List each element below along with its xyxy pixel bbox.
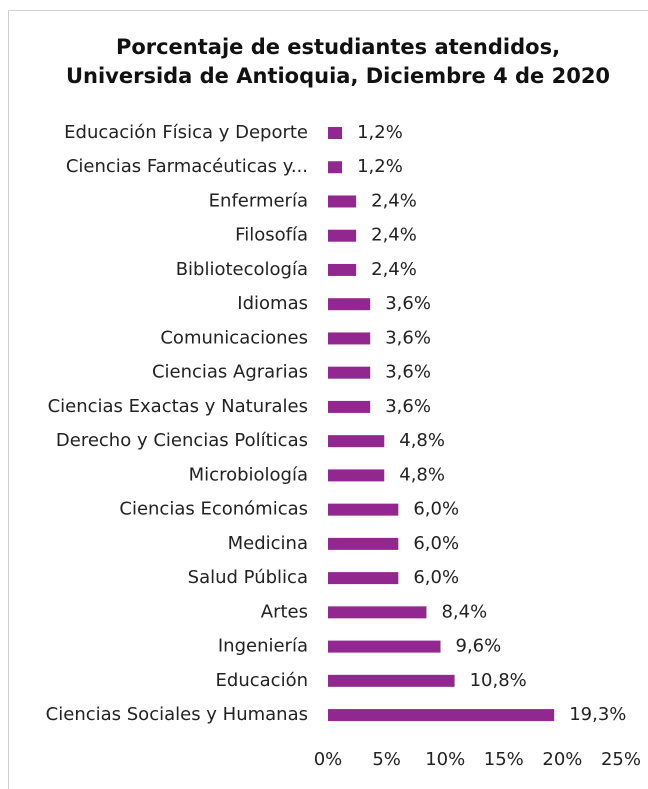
- x-tick-label: 25%: [601, 749, 641, 770]
- y-tick-label: Microbiología: [189, 464, 308, 485]
- bar: [328, 503, 399, 516]
- chart-title: Porcentaje de estudiantes atendidos,: [116, 35, 560, 59]
- y-tick-label: Enfermería: [209, 190, 308, 211]
- x-tick-label: 10%: [425, 749, 465, 770]
- bar: [328, 469, 385, 482]
- bar: [328, 435, 385, 448]
- bar: [328, 298, 371, 311]
- bar: [328, 606, 427, 619]
- y-tick-label: Medicina: [228, 533, 308, 554]
- y-tick-label: Educación: [216, 670, 308, 691]
- data-label: 2,4%: [371, 225, 417, 246]
- data-label: 6,0%: [413, 499, 459, 520]
- data-label: 1,2%: [357, 156, 403, 177]
- y-tick-label: Ciencias Agrarias: [152, 362, 308, 383]
- y-tick-label: Salud Pública: [188, 567, 308, 588]
- bar: [328, 195, 357, 208]
- y-tick-label: Ciencias Farmacéuticas y...: [66, 156, 308, 177]
- data-label: 6,0%: [413, 567, 459, 588]
- y-tick-label: Comunicaciones: [160, 327, 308, 348]
- data-label: 4,8%: [399, 430, 445, 451]
- bar: [328, 709, 555, 722]
- y-tick-label: Educación Física y Deporte: [64, 122, 308, 143]
- x-tick-label: 15%: [484, 749, 524, 770]
- bar: [328, 332, 371, 345]
- data-label: 2,4%: [371, 190, 417, 211]
- data-label: 3,6%: [385, 396, 431, 417]
- bar: [328, 229, 357, 242]
- x-tick-label: 5%: [372, 749, 401, 770]
- y-tick-label: Derecho y Ciencias Políticas: [56, 430, 308, 451]
- data-label: 9,6%: [456, 636, 502, 657]
- y-tick-label: Ciencias Sociales y Humanas: [46, 704, 308, 725]
- bar: [328, 537, 399, 550]
- x-tick-label: 20%: [542, 749, 582, 770]
- y-tick-label: Filosofía: [235, 225, 308, 246]
- bar: [328, 674, 455, 687]
- data-label: 1,2%: [357, 122, 403, 143]
- y-tick-label: Ciencias Exactas y Naturales: [48, 396, 308, 417]
- data-label: 3,6%: [385, 362, 431, 383]
- bar: [328, 263, 357, 276]
- data-label: 3,6%: [385, 293, 431, 314]
- data-label: 6,0%: [413, 533, 459, 554]
- chart-border: [8, 10, 648, 789]
- y-tick-label: Ciencias Económicas: [119, 499, 308, 520]
- bar: [328, 400, 371, 413]
- data-label: 2,4%: [371, 259, 417, 280]
- bar: [328, 366, 371, 379]
- y-tick-label: Bibliotecología: [176, 259, 308, 280]
- bar: [328, 640, 441, 653]
- data-label: 8,4%: [441, 601, 487, 622]
- y-tick-label: Artes: [261, 601, 308, 622]
- data-label: 19,3%: [569, 704, 626, 725]
- data-label: 3,6%: [385, 327, 431, 348]
- bar: [328, 161, 343, 174]
- bar: [328, 572, 399, 585]
- data-label: 10,8%: [470, 670, 527, 691]
- data-label: 4,8%: [399, 464, 445, 485]
- bar: [328, 127, 343, 139]
- x-tick-label: 0%: [314, 749, 343, 770]
- y-tick-label: Idiomas: [237, 293, 308, 314]
- y-tick-label: Ingeniería: [218, 636, 308, 657]
- chart-title: Universida de Antioquia, Diciembre 4 de …: [66, 64, 610, 88]
